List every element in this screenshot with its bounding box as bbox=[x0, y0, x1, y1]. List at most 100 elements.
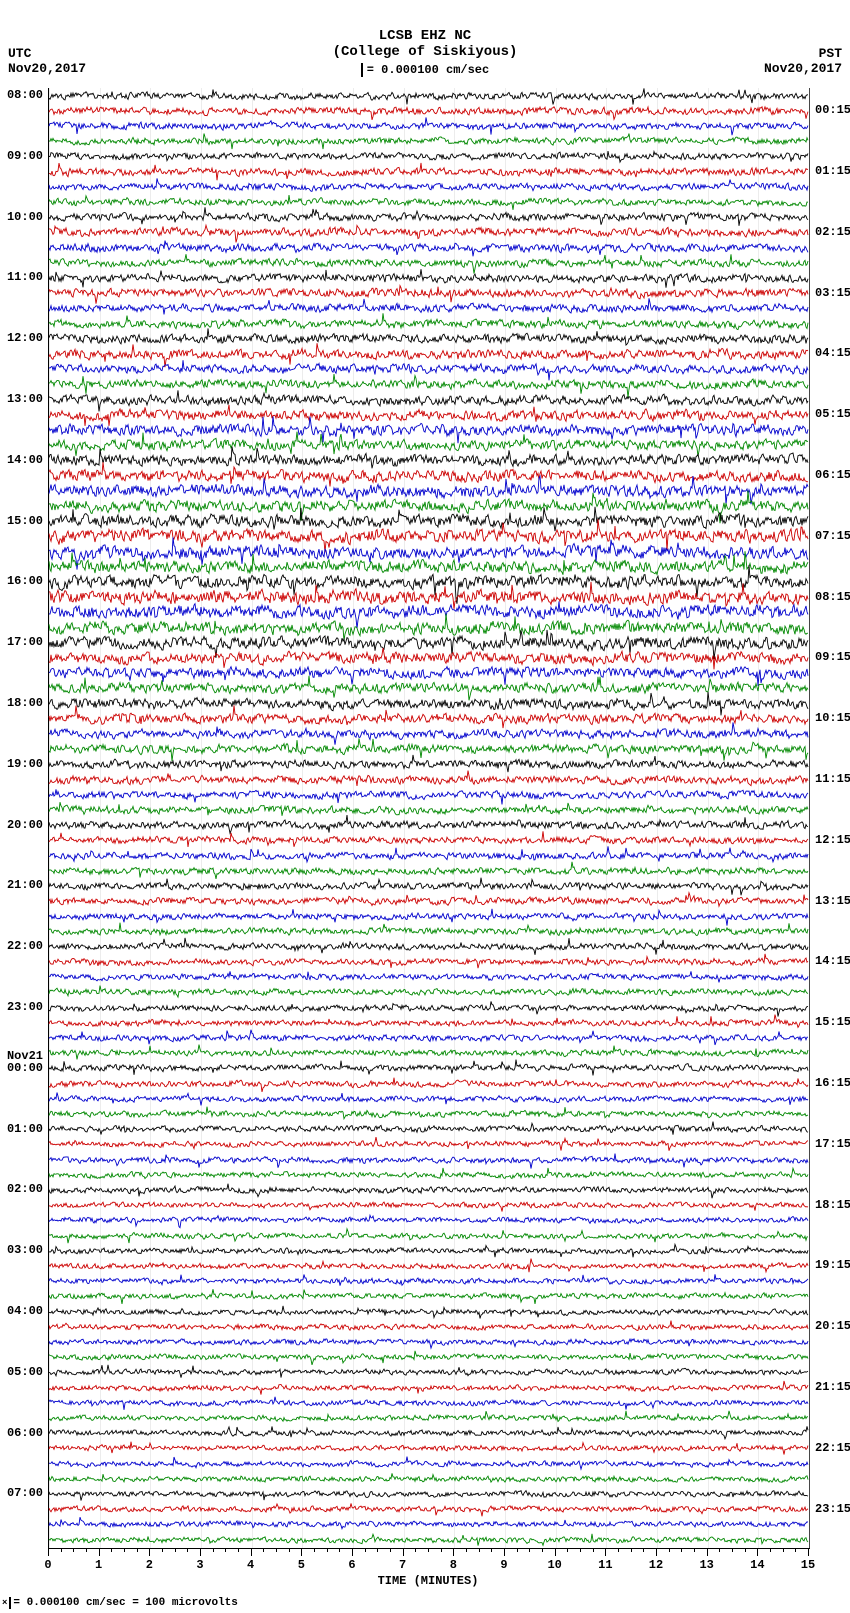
left-time-label: 21:00 bbox=[7, 878, 43, 892]
left-time-label: 19:00 bbox=[7, 757, 43, 771]
left-time-label: 02:00 bbox=[7, 1182, 43, 1196]
right-time-label: 15:15 bbox=[815, 1015, 850, 1029]
right-time-label: 22:15 bbox=[815, 1441, 850, 1455]
right-time-label: 16:15 bbox=[815, 1076, 850, 1090]
left-time-label: 15:00 bbox=[7, 514, 43, 528]
right-time-label: 09:15 bbox=[815, 650, 850, 664]
left-time-label: 06:00 bbox=[7, 1426, 43, 1440]
x-tick-label: 13 bbox=[699, 1558, 713, 1572]
left-tz-date: Nov20,2017 bbox=[8, 61, 86, 76]
right-time-label: 10:15 bbox=[815, 711, 850, 725]
left-time-label: 23:00 bbox=[7, 1000, 43, 1014]
right-time-label: 20:15 bbox=[815, 1319, 850, 1333]
seismogram-container: LCSB EHZ NC (College of Siskiyous) = 0.0… bbox=[0, 0, 850, 1613]
x-tick bbox=[251, 1548, 252, 1556]
x-tick bbox=[656, 1548, 657, 1556]
scale-text: = 0.000100 cm/sec bbox=[367, 62, 489, 78]
left-time-label: 16:00 bbox=[7, 574, 43, 588]
x-tick bbox=[707, 1548, 708, 1556]
x-tick bbox=[200, 1548, 201, 1556]
left-tz-label: UTC bbox=[8, 46, 86, 61]
right-time-label: 17:15 bbox=[815, 1137, 850, 1151]
left-time-label: 13:00 bbox=[7, 392, 43, 406]
right-tz-date: Nov20,2017 bbox=[764, 61, 842, 76]
x-tick-label: 0 bbox=[44, 1558, 51, 1572]
right-time-label: 08:15 bbox=[815, 590, 850, 604]
right-timezone-block: PST Nov20,2017 bbox=[764, 46, 842, 76]
x-tick-label: 6 bbox=[348, 1558, 355, 1572]
x-tick-label: 14 bbox=[750, 1558, 764, 1572]
right-time-label: 00:15 bbox=[815, 103, 850, 117]
left-time-label: 14:00 bbox=[7, 453, 43, 467]
x-tick bbox=[757, 1548, 758, 1556]
x-tick bbox=[403, 1548, 404, 1556]
x-tick-label: 2 bbox=[146, 1558, 153, 1572]
x-tick bbox=[301, 1548, 302, 1556]
left-time-label: 18:00 bbox=[7, 696, 43, 710]
x-axis: TIME (MINUTES) 0123456789101112131415 bbox=[48, 1548, 808, 1588]
right-time-label: 03:15 bbox=[815, 286, 850, 300]
right-time-label: 23:15 bbox=[815, 1502, 850, 1516]
vertical-scale-indicator: = 0.000100 cm/sec bbox=[361, 62, 489, 78]
right-time-label: 06:15 bbox=[815, 468, 850, 482]
right-time-label: 14:15 bbox=[815, 954, 850, 968]
right-time-label: 07:15 bbox=[815, 529, 850, 543]
x-tick-label: 4 bbox=[247, 1558, 254, 1572]
left-time-label: 07:00 bbox=[7, 1486, 43, 1500]
right-time-label: 12:15 bbox=[815, 833, 850, 847]
x-tick-label: 8 bbox=[450, 1558, 457, 1572]
x-tick bbox=[808, 1548, 809, 1556]
right-time-label: 02:15 bbox=[815, 225, 850, 239]
right-time-label: 18:15 bbox=[815, 1198, 850, 1212]
left-time-label: 05:00 bbox=[7, 1365, 43, 1379]
left-time-label: 12:00 bbox=[7, 331, 43, 345]
right-time-label: 04:15 bbox=[815, 346, 850, 360]
x-tick-label: 5 bbox=[298, 1558, 305, 1572]
x-tick-label: 10 bbox=[547, 1558, 561, 1572]
right-tz-label: PST bbox=[764, 46, 842, 61]
right-time-label: 01:15 bbox=[815, 164, 850, 178]
left-time-label: 10:00 bbox=[7, 210, 43, 224]
x-tick-label: 7 bbox=[399, 1558, 406, 1572]
left-timezone-block: UTC Nov20,2017 bbox=[8, 46, 86, 76]
x-tick-label: 9 bbox=[500, 1558, 507, 1572]
left-time-label: 08:00 bbox=[7, 88, 43, 102]
scale-bar-icon bbox=[361, 63, 363, 77]
left-time-label: 17:00 bbox=[7, 635, 43, 649]
left-time-label: 11:00 bbox=[7, 270, 43, 284]
left-time-label: 20:00 bbox=[7, 818, 43, 832]
left-time-label: 00:00 bbox=[7, 1061, 43, 1075]
right-time-label: 19:15 bbox=[815, 1258, 850, 1272]
x-axis-title: TIME (MINUTES) bbox=[48, 1574, 808, 1588]
x-tick-label: 12 bbox=[649, 1558, 663, 1572]
right-time-label: 05:15 bbox=[815, 407, 850, 421]
right-time-label: 21:15 bbox=[815, 1380, 850, 1394]
x-tick-label: 3 bbox=[196, 1558, 203, 1572]
left-time-label: 09:00 bbox=[7, 149, 43, 163]
left-time-label: 01:00 bbox=[7, 1122, 43, 1136]
right-time-label: 13:15 bbox=[815, 894, 850, 908]
station-title: LCSB EHZ NC bbox=[0, 28, 850, 44]
x-tick bbox=[504, 1548, 505, 1556]
right-time-label: 11:15 bbox=[815, 772, 850, 786]
seismogram-plot: 08:0009:0010:0011:0012:0013:0014:0015:00… bbox=[48, 88, 810, 1549]
chart-header: LCSB EHZ NC (College of Siskiyous) = 0.0… bbox=[0, 28, 850, 82]
footer-scale: × = 0.000100 cm/sec = 100 microvolts bbox=[2, 1597, 238, 1609]
x-tick-label: 11 bbox=[598, 1558, 612, 1572]
x-tick bbox=[48, 1548, 49, 1556]
footer-bar-icon bbox=[9, 1597, 11, 1609]
left-time-label: 22:00 bbox=[7, 939, 43, 953]
trace-row bbox=[49, 1532, 809, 1547]
left-time-label: 04:00 bbox=[7, 1304, 43, 1318]
footer-tick-icon: × bbox=[2, 1598, 7, 1608]
left-time-label: 03:00 bbox=[7, 1243, 43, 1257]
footer-text: = 0.000100 cm/sec = 100 microvolts bbox=[13, 1597, 237, 1609]
x-tick bbox=[149, 1548, 150, 1556]
station-subtitle: (College of Siskiyous) bbox=[0, 44, 850, 60]
x-tick bbox=[99, 1548, 100, 1556]
x-tick bbox=[352, 1548, 353, 1556]
x-tick bbox=[555, 1548, 556, 1556]
x-tick bbox=[453, 1548, 454, 1556]
x-tick bbox=[605, 1548, 606, 1556]
x-tick-label: 1 bbox=[95, 1558, 102, 1572]
